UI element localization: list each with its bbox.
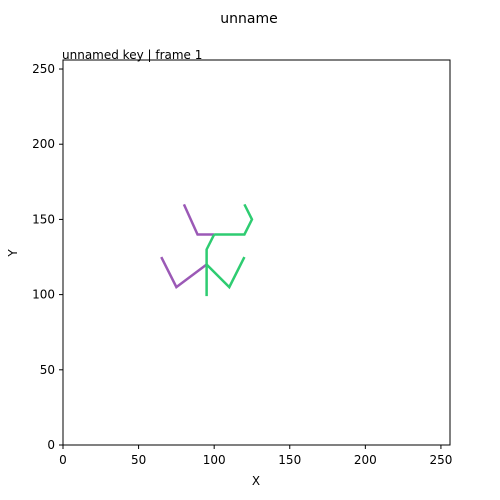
- y-axis-label: Y: [6, 249, 20, 258]
- series-1-segment-1: [205, 233, 216, 265]
- series-0-segment-1: [160, 256, 208, 289]
- plot-area: [160, 203, 254, 297]
- y-tick-label-1: 50: [40, 363, 55, 377]
- series-1-segment-3: [205, 256, 246, 290]
- y-axis: 0 50 100 150 200 250: [32, 62, 63, 452]
- y-tick-label-0: 0: [47, 438, 55, 452]
- series-1-segment-0: [214, 203, 254, 236]
- x-axis-label: X: [252, 474, 260, 488]
- y-tick-label-2: 100: [32, 288, 55, 302]
- chart-subtitle: unnamed key | frame 1: [62, 48, 202, 62]
- x-tick-label-5: 250: [429, 453, 452, 467]
- x-axis: 0 50 100 150 200 250: [59, 445, 452, 467]
- x-tick-label-4: 200: [354, 453, 377, 467]
- x-tick-label-1: 50: [131, 453, 146, 467]
- x-tick-label-2: 100: [203, 453, 226, 467]
- x-tick-label-0: 0: [59, 453, 67, 467]
- y-tick-label-3: 150: [32, 212, 55, 226]
- series-0-segment-0: [182, 203, 215, 236]
- axes-frame: [62, 59, 451, 446]
- y-tick-label-4: 200: [32, 137, 55, 151]
- chart-title: unname: [220, 11, 277, 27]
- x-tick-label-3: 150: [278, 453, 301, 467]
- y-tick-label-5: 250: [32, 62, 55, 76]
